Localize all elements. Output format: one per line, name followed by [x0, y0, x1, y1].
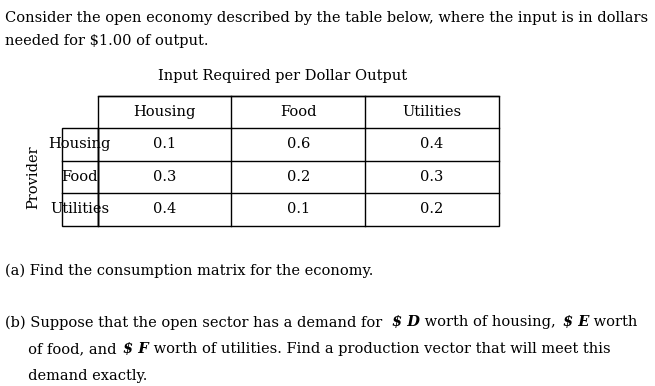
Text: of food, and: of food, and	[5, 342, 121, 356]
Text: $ E: $ E	[563, 315, 589, 330]
Bar	[62, 128, 98, 226]
Text: needed for $1.00 of output.: needed for $1.00 of output.	[5, 34, 209, 48]
Text: worth of housing,: worth of housing,	[421, 315, 561, 330]
Text: Utilities: Utilities	[403, 105, 462, 119]
Text: Utilities: Utilities	[50, 202, 109, 217]
Text: 0.6: 0.6	[287, 137, 310, 151]
Text: $ D: $ D	[392, 315, 420, 330]
Text: 0.1: 0.1	[287, 202, 310, 217]
Text: 0.3: 0.3	[153, 170, 176, 184]
Text: 0.2: 0.2	[287, 170, 310, 184]
Text: Food: Food	[62, 170, 98, 184]
Text: demand exactly.: demand exactly.	[5, 369, 147, 383]
Text: $ F: $ F	[123, 342, 149, 356]
Text: (a) Find the consumption matrix for the economy.: (a) Find the consumption matrix for the …	[5, 264, 373, 278]
Text: Food: Food	[280, 105, 316, 119]
Text: (b) Suppose that the open sector has a demand for: (b) Suppose that the open sector has a d…	[5, 315, 387, 330]
Text: 0.3: 0.3	[421, 170, 444, 184]
Text: 0.4: 0.4	[421, 137, 443, 151]
Text: 0.4: 0.4	[153, 202, 176, 217]
Text: Housing: Housing	[134, 105, 196, 119]
Text: Input Required per Dollar Output: Input Required per Dollar Output	[159, 69, 407, 83]
Text: Consider the open economy described by the table below, where the input is in do: Consider the open economy described by t…	[5, 12, 648, 25]
Text: worth: worth	[590, 315, 638, 330]
Text: worth of utilities. Find a production vector that will meet this: worth of utilities. Find a production ve…	[149, 342, 610, 356]
Text: Provider: Provider	[26, 145, 41, 209]
Text: Housing: Housing	[48, 137, 111, 151]
Text: 0.1: 0.1	[153, 137, 176, 151]
Text: 0.2: 0.2	[421, 202, 443, 217]
